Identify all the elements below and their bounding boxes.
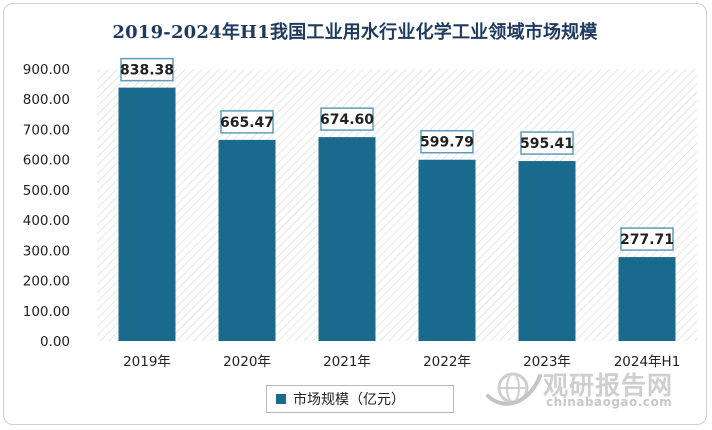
- x-tick-label: 2023年: [523, 354, 571, 370]
- chart-frame: 2019-2024年H1我国工业用水行业化学工业领域市场规模 0.00 100.0…: [3, 3, 707, 425]
- legend: 市场规模（亿元）: [266, 385, 454, 413]
- bar: [418, 159, 476, 341]
- data-label: 595.41: [520, 136, 574, 152]
- x-tick-label: 2024年H1: [614, 354, 681, 370]
- data-label-box: [420, 129, 474, 154]
- y-tick-label: 200.00: [23, 274, 70, 290]
- x-tick-label: 2020年: [223, 354, 271, 370]
- plot-area-background: [97, 69, 697, 341]
- y-tick-label: 600.00: [23, 153, 70, 169]
- data-label: 599.79: [420, 135, 474, 151]
- watermark-brand-en: chinabaogao.com: [546, 395, 673, 409]
- globe-swoosh-icon: [486, 372, 542, 406]
- legend-label: 市场规模（亿元）: [293, 392, 405, 408]
- data-label-box: [520, 131, 574, 155]
- bar: [218, 139, 276, 341]
- y-tick-label: 500.00: [23, 183, 70, 199]
- y-tick-label: 100.00: [23, 304, 70, 320]
- legend-swatch: [276, 394, 286, 404]
- data-label-box: [320, 107, 374, 131]
- bar-chart: 0.00 100.00 200.00 300.00 400.00 500.00 600.00…: [23, 57, 697, 370]
- data-label: 674.60: [320, 112, 374, 128]
- watermark-brand-cn: 观研报告网: [543, 371, 674, 400]
- y-tick-label: 700.00: [23, 122, 70, 138]
- data-label-box: [120, 57, 174, 82]
- bar: [518, 161, 576, 341]
- y-tick-label: 300.00: [23, 243, 70, 259]
- chart-title: 2019-2024年H1我国工业用水行业化学工业领域市场规模: [112, 22, 598, 43]
- data-label-box: [220, 110, 274, 134]
- x-tick-label: 2019年: [123, 354, 171, 370]
- data-label: 838.38: [120, 63, 174, 79]
- data-label: 665.47: [220, 115, 274, 131]
- bar: [618, 257, 676, 341]
- data-label-box: [620, 227, 674, 251]
- data-label: 277.71: [620, 232, 674, 248]
- bar: [318, 137, 376, 341]
- y-tick-label: 0.00: [40, 334, 70, 350]
- x-tick-label: 2021年: [323, 354, 371, 370]
- watermark: 观研报告网 chinabaogao.com: [486, 364, 701, 414]
- y-tick-label: 400.00: [23, 213, 70, 229]
- bar: [118, 87, 176, 342]
- x-tick-label: 2022年: [423, 354, 471, 370]
- y-tick-label: 800.00: [23, 92, 70, 108]
- y-tick-label: 900.00: [23, 62, 70, 78]
